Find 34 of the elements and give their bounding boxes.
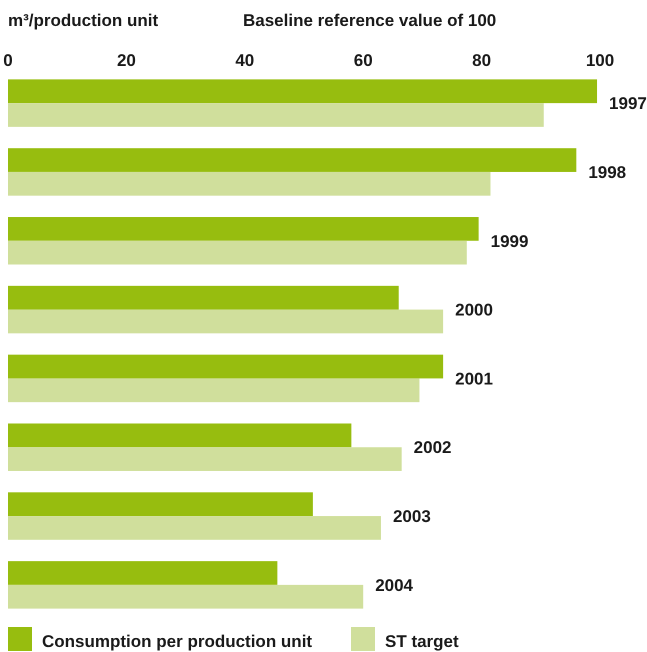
x-tick-label: 0 xyxy=(3,51,13,70)
bar xyxy=(8,492,313,516)
x-axis-title: Baseline reference value of 100 xyxy=(243,11,496,30)
x-tick-label: 80 xyxy=(472,51,492,70)
bar xyxy=(8,561,278,585)
bar xyxy=(8,447,402,471)
bar xyxy=(8,378,420,402)
y-tick-label: 2000 xyxy=(455,300,493,320)
x-tick-label: 100 xyxy=(586,51,614,70)
bar xyxy=(8,103,544,127)
x-tick-label: 40 xyxy=(235,51,254,70)
bar xyxy=(8,240,467,265)
bar xyxy=(8,423,352,448)
bar xyxy=(8,148,576,172)
legend-label: ST target xyxy=(385,632,460,651)
y-tick-label: 1999 xyxy=(490,232,528,251)
bar xyxy=(8,310,444,334)
y-tick-label: 1997 xyxy=(609,94,647,114)
y-tick-label: 2002 xyxy=(414,438,452,458)
x-tick-label: 20 xyxy=(116,51,136,70)
bar xyxy=(8,79,598,104)
y-axis-title: m³/production unit xyxy=(8,11,158,30)
bar xyxy=(8,217,479,241)
bar xyxy=(8,172,490,196)
y-tick-label: 2004 xyxy=(375,576,414,595)
y-tick-label: 1998 xyxy=(588,162,626,182)
bar xyxy=(8,584,364,609)
legend-label: Consumption per production unit xyxy=(42,632,312,651)
bar xyxy=(8,286,399,310)
bar xyxy=(8,354,444,378)
x-tick-label: 60 xyxy=(354,51,373,70)
bar xyxy=(8,516,381,540)
y-tick-label: 2003 xyxy=(392,507,431,526)
y-tick-label: 2001 xyxy=(455,369,493,388)
